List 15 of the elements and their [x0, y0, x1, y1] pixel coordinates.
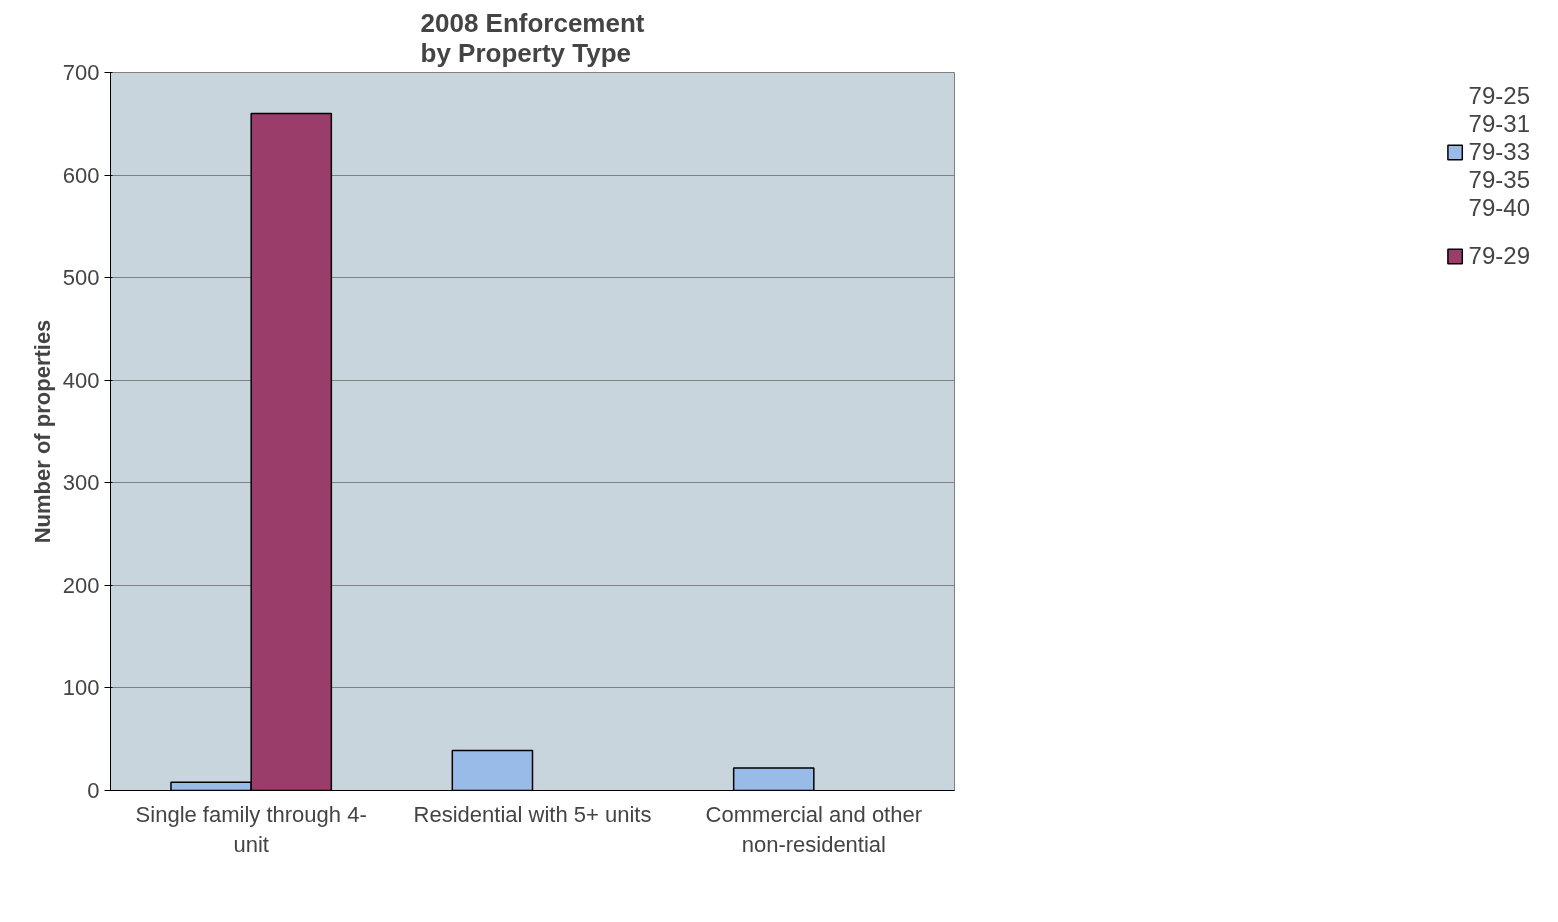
y-axis-title: Number of properties	[29, 319, 55, 544]
x-tick-label: Single family through 4- unit	[135, 801, 367, 857]
y-tick-label: 700	[62, 60, 100, 85]
chart-title: 2008 Enforcement by Property Type	[420, 7, 645, 68]
legend-label: 79-29	[1468, 242, 1530, 270]
y-tick-label: 500	[62, 265, 100, 291]
y-tick-label: 400	[62, 367, 100, 393]
x-tick-label: Residential with 5+ units	[413, 801, 652, 827]
y-tick-label: 100	[62, 675, 100, 701]
x-tick-label: Commercial and other non-residential	[705, 801, 923, 857]
y-tick-label: 600	[62, 162, 100, 188]
y-tick-label: 0	[87, 778, 100, 803]
y-tick-label: 200	[62, 572, 100, 598]
legend-label: 79-25 79-31 79-33 79-35 79-40	[1468, 82, 1530, 222]
y-tick-label: 300	[62, 470, 100, 496]
